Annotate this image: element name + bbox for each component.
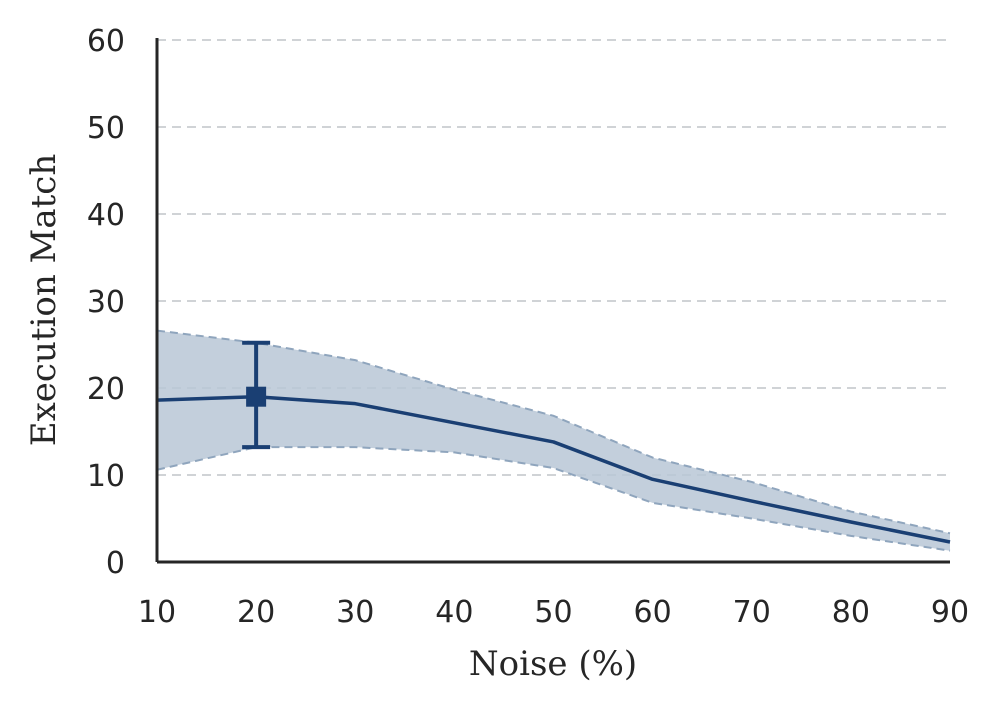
y-tick-label: 30 xyxy=(87,285,125,320)
y-axis-title: Execution Match xyxy=(24,154,64,446)
x-tick-label: 30 xyxy=(336,595,374,630)
series-line xyxy=(156,394,951,544)
x-tick-label: 10 xyxy=(138,595,176,630)
axes xyxy=(155,38,950,564)
highlight-layer xyxy=(242,340,271,450)
y-tick-label: 0 xyxy=(106,546,125,581)
x-tick-label: 50 xyxy=(534,595,572,630)
gridlines xyxy=(157,39,950,476)
y-tick-label: 10 xyxy=(87,459,125,494)
x-tick-label: 70 xyxy=(733,595,771,630)
x-tick-label: 20 xyxy=(237,595,275,630)
x-tick-label: 40 xyxy=(435,595,473,630)
highlight-marker xyxy=(246,386,267,407)
x-tick-labels: 10 20 30 40 50 60 70 80 90 xyxy=(138,595,969,630)
band-upper-edge xyxy=(156,329,951,535)
series-line-layer xyxy=(156,394,951,544)
y-tick-label: 50 xyxy=(87,111,125,146)
y-tick-label: 20 xyxy=(87,372,125,407)
y-tick-label: 40 xyxy=(87,198,125,233)
x-tick-label: 90 xyxy=(931,595,969,630)
x-tick-label: 60 xyxy=(634,595,672,630)
band-lower-edge xyxy=(156,446,951,552)
y-tick-labels: 0 10 20 30 40 50 60 xyxy=(87,24,125,581)
x-axis-title: Noise (%) xyxy=(469,644,637,684)
x-tick-label: 80 xyxy=(832,595,870,630)
y-tick-label: 60 xyxy=(87,24,125,59)
